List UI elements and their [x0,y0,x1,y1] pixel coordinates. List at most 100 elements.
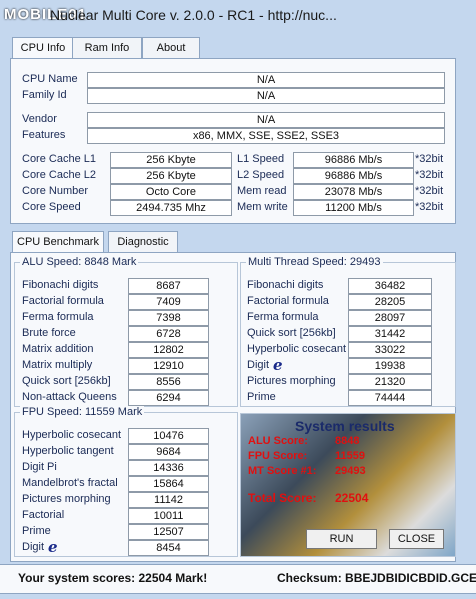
cache-value: 256 Kbyte [110,168,232,184]
bench-value: 6294 [128,390,209,406]
bench-label: Fibonachi digits [22,279,99,291]
footer-checksum: Checksum: BBEJDBIDICBDID.GCE [277,571,476,585]
bench-value: 7409 [128,294,209,310]
total-value: 22504 [335,491,369,505]
tab[interactable]: About [142,37,200,58]
bench-value: 11142 [128,492,209,508]
bench-value: 15864 [128,476,209,492]
bench-label: Ferma formula [247,311,319,323]
speed-label: L2 Speed [237,169,285,181]
bench-label: Brute force [22,327,76,339]
bench-label: Hyperbolic tangent [22,445,114,457]
bench-value: 10011 [128,508,209,524]
bench-value: 33022 [348,342,432,358]
speed-value: 96886 Mb/s [293,152,414,168]
tab[interactable]: CPU Benchmark [12,231,104,252]
cache-value: 2494.735 Mhz [110,200,232,216]
score-value: 8848 [335,435,360,447]
window-title: Nuclear Multi Core v. 2.0.0 - RC1 - http… [50,7,337,23]
cache-label: Core Number [22,185,89,197]
bench-value: 19938 [348,358,432,374]
bench-label: Fibonachi digits [247,279,324,291]
speed-unit: *32bit [415,201,444,213]
field-label: Features [22,129,66,141]
field-value: N/A [87,112,445,128]
bench-label: Ferma formula [22,311,94,323]
score-label: MT Score #1: [248,465,317,477]
bench-value: 14336 [128,460,209,476]
speed-unit: *32bit [415,185,444,197]
bench-value: 36482 [348,278,432,294]
bench-value: 28205 [348,294,432,310]
bench-label: Digit [22,541,45,553]
bench-value: 31442 [348,326,432,342]
bench-label: Quick sort [256kb] [22,375,111,387]
field-value: N/A [87,72,445,88]
bench-label: Prime [247,391,276,403]
score-label: ALU Score: [248,435,308,447]
bench-label: Matrix multiply [22,359,93,371]
bench-label: Factorial [22,509,65,521]
bench-value: 21320 [348,374,432,390]
tab[interactable]: Diagnostic [108,231,178,252]
bench-label: Factorial formula [22,295,104,307]
group-title: Multi Thread Speed: 29493 [246,256,383,268]
bench-value: 12507 [128,524,209,540]
field-value: x86, MMX, SSE, SSE2, SSE3 [87,128,445,144]
speed-value: 23078 Mb/s [293,184,414,200]
bench-label: Non-attack Queens [22,391,117,403]
bench-label: Hyperbolic cosecant [22,429,122,441]
footer-scores: Your system scores: 22504 Mark! [18,571,208,585]
field-value: N/A [87,88,445,104]
bench-value: 9684 [128,444,209,460]
field-label: Vendor [22,113,57,125]
footer-bar [0,564,476,594]
bench-value: 7398 [128,310,209,326]
run-button[interactable]: RUN [306,529,377,549]
bench-value: 28097 [348,310,432,326]
digit-icon: e [273,356,283,374]
speed-label: Mem write [237,201,288,213]
bench-value: 74444 [348,390,432,406]
cache-label: Core Cache L2 [22,169,96,181]
tab[interactable]: CPU Info [12,37,74,58]
field-label: Family Id [22,89,67,101]
bench-value: 10476 [128,428,209,444]
score-label: FPU Score: [248,450,308,462]
bench-label: Pictures morphing [247,375,336,387]
speed-unit: *32bit [415,153,444,165]
bench-label: Factorial formula [247,295,329,307]
speed-unit: *32bit [415,169,444,181]
group-title: ALU Speed: 8848 Mark [20,256,139,268]
tab[interactable]: Ram Info [72,37,142,58]
group-title: FPU Speed: 11559 Mark [20,406,145,418]
bench-value: 8687 [128,278,209,294]
digit-icon: e [48,538,58,556]
field-label: CPU Name [22,73,78,85]
bench-label: Prime [22,525,51,537]
bench-label: Digit Pi [22,461,57,473]
total-label: Total Score: [248,491,317,505]
bench-value: 8454 [128,540,209,556]
speed-label: L1 Speed [237,153,285,165]
bench-value: 12910 [128,358,209,374]
bench-label: Mandelbrot's fractal [22,477,118,489]
cache-label: Core Cache L1 [22,153,96,165]
bench-label: Matrix addition [22,343,94,355]
cache-value: Octo Core [110,184,232,200]
bench-value: 8556 [128,374,209,390]
cache-value: 256 Kbyte [110,152,232,168]
speed-value: 11200 Mb/s [293,200,414,216]
bench-value: 6728 [128,326,209,342]
bench-value: 12802 [128,342,209,358]
speed-value: 96886 Mb/s [293,168,414,184]
close-button[interactable]: CLOSE [389,529,444,549]
bench-label: Digit [247,359,270,371]
score-value: 29493 [335,465,366,477]
bench-label: Pictures morphing [22,493,111,505]
cache-label: Core Speed [22,201,81,213]
bench-label: Hyperbolic cosecant [247,343,347,355]
speed-label: Mem read [237,185,287,197]
results-title: System results [295,418,395,434]
